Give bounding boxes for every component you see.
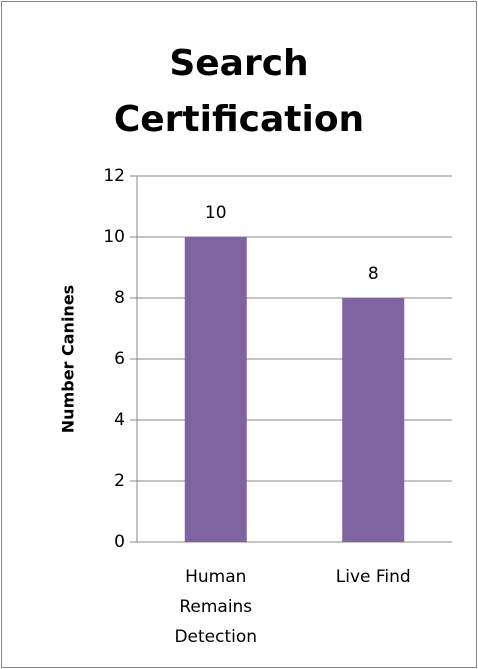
bar [184,237,247,542]
y-axis-label: Number Canines [58,284,78,434]
y-tick-label: 8 [114,288,125,308]
y-tick-label: 0 [114,532,125,552]
bar [342,298,405,542]
x-tick-label: Live Find [335,567,411,587]
data-label: 8 [367,264,379,284]
y-tick-label: 6 [114,349,125,369]
y-tick-label: 2 [114,471,125,491]
y-tick-label: 4 [114,410,125,430]
y-tick-label: 12 [103,166,125,186]
x-tick-label: Human Remains Detection [174,567,258,647]
chart-title: Search Certification [113,43,365,140]
y-tick-label: 10 [103,227,125,247]
data-label: 10 [204,203,227,223]
